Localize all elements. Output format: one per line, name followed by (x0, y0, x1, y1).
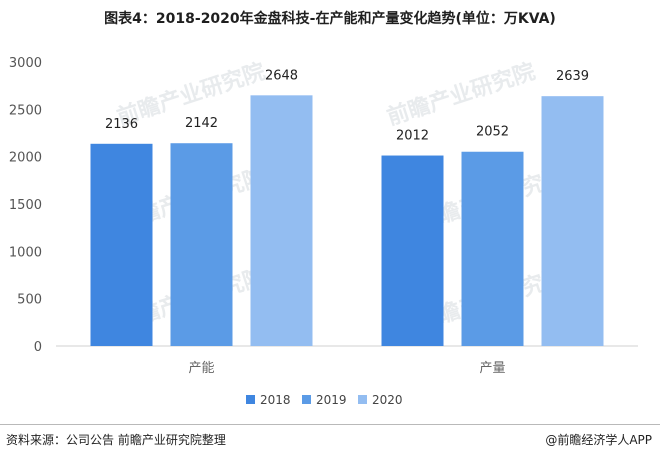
y-tick-label: 1000 (9, 245, 42, 260)
data-label: 2012 (396, 129, 429, 144)
data-label: 2639 (556, 69, 589, 84)
bar-2018-0 (90, 143, 153, 346)
y-tick-label: 3000 (9, 56, 42, 71)
legend-swatch (246, 395, 255, 404)
data-label: 2648 (265, 68, 298, 83)
category-label: 产量 (479, 361, 505, 376)
legend-label: 2019 (316, 393, 347, 407)
bar-2019-0 (170, 143, 233, 346)
bar-2020-1 (541, 96, 604, 346)
source-note: 资料来源：公司公告 前瞻产业研究院整理 (6, 433, 226, 447)
bar-2019-1 (461, 151, 524, 346)
legend-swatch (358, 395, 367, 404)
credit-note: @前瞻经济学人APP (545, 433, 652, 447)
category-label: 产能 (188, 361, 214, 376)
chart-title: 图表4：2018-2020年金盘科技-在产能和产量变化趋势(单位：万KVA) (104, 11, 556, 27)
y-tick-label: 1500 (9, 198, 42, 213)
y-tick-label: 2000 (9, 151, 42, 166)
data-label: 2052 (476, 125, 509, 140)
y-tick-label: 0 (34, 340, 42, 355)
y-tick-label: 500 (17, 293, 42, 308)
legend-label: 2020 (372, 393, 403, 407)
legend-label: 2018 (260, 393, 291, 407)
data-label: 2142 (185, 116, 218, 131)
y-tick-label: 2500 (9, 103, 42, 118)
bar-chart: 前瞻产业研究院前瞻产业研究院前瞻产业研究院前瞻产业研究院前瞻产业研究院前瞻产业研… (9, 56, 638, 407)
legend-swatch (302, 395, 311, 404)
data-label: 2136 (105, 117, 138, 132)
bar-2018-1 (381, 155, 444, 346)
watermark-text: 前瞻产业研究院 (384, 58, 539, 130)
footer-divider (0, 424, 660, 425)
bar-2020-0 (250, 95, 313, 347)
